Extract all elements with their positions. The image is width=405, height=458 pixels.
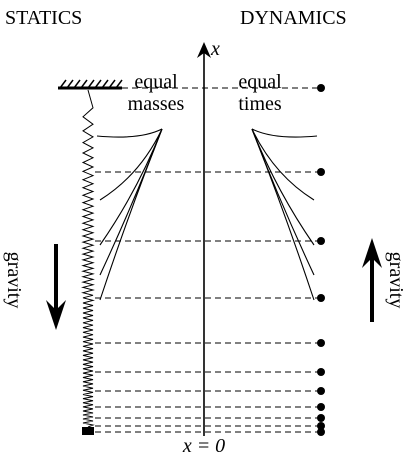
fan-curves (96, 128, 318, 301)
hatch-stroke (59, 79, 67, 89)
hatch-stroke (80, 79, 88, 89)
statics-note-2: masses (128, 93, 185, 115)
gravity-arrowhead-up (362, 238, 382, 268)
hatch-stroke (108, 79, 116, 89)
mass-block (82, 427, 94, 435)
gravity-arrowhead-down (46, 300, 66, 330)
level-lines (95, 87, 318, 433)
x-axis-arrow (197, 42, 211, 58)
hatch-stroke (94, 79, 102, 89)
statics-note-1: equal (134, 71, 178, 93)
statics-curve (99, 128, 163, 201)
hatch-stroke (66, 79, 74, 89)
level-dot (317, 237, 325, 245)
axis-label: x (210, 38, 220, 60)
hatch-stroke (73, 79, 81, 89)
hatch-stroke (115, 79, 123, 89)
level-dot (317, 403, 325, 411)
statics-curve (96, 128, 163, 138)
level-dots (317, 84, 325, 436)
statics-curve (99, 128, 163, 301)
level-dot (317, 368, 325, 376)
level-dot (317, 422, 325, 430)
origin-label: x = 0 (182, 435, 225, 457)
dynamics-note-1: equal (238, 71, 282, 93)
level-dot (317, 84, 325, 92)
dynamics-curve (251, 128, 315, 201)
level-dot (317, 414, 325, 422)
gravity-label-right: gravity (385, 252, 405, 309)
dynamics-title: DYNAMICS (240, 7, 347, 29)
dynamics-curve (251, 128, 318, 138)
dynamics-curve (251, 128, 315, 301)
gravity-label-left: gravity (3, 252, 25, 309)
statics-title: STATICS (5, 7, 82, 29)
spring (81, 89, 95, 428)
dynamics-note-2: times (238, 93, 282, 115)
level-dot (317, 387, 325, 395)
ceiling-hatch (59, 79, 123, 89)
level-dot (317, 339, 325, 347)
level-dot (317, 168, 325, 176)
level-dot (317, 294, 325, 302)
level-dot (317, 428, 325, 436)
hatch-stroke (87, 79, 95, 89)
hatch-stroke (101, 79, 109, 89)
